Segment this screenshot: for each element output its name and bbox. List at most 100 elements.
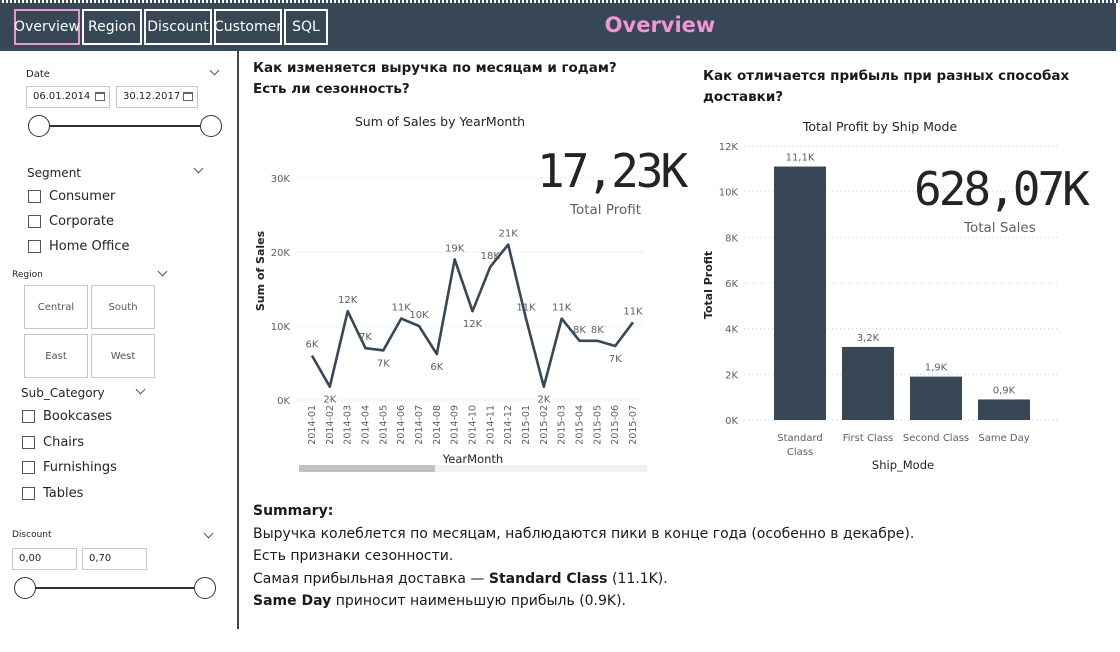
tab-discount[interactable]: Discount	[144, 9, 212, 45]
discount-chevron-down-icon[interactable]	[203, 528, 214, 539]
checkbox[interactable]	[28, 215, 41, 228]
discount-min-input[interactable]: 0,00	[12, 548, 77, 570]
line-chart-data-label: 12K	[463, 319, 483, 330]
line-chart-scrollbar-thumb[interactable]	[299, 465, 435, 472]
segment-option-home-office[interactable]: Home Office	[28, 239, 129, 254]
line-chart-x-tick: 2014-11	[485, 405, 496, 445]
option-label: Tables	[43, 486, 84, 501]
option-label: Corporate	[49, 214, 114, 229]
date-slider-track[interactable]	[38, 125, 212, 127]
date-end-value: 30.12.2017	[123, 91, 181, 102]
segment-option-consumer[interactable]: Consumer	[28, 189, 115, 204]
bar-chart-title: Total Profit by Ship Mode	[802, 119, 958, 134]
line-chart-data-label: 19K	[445, 243, 465, 254]
line-chart-x-tick: 2014-02	[325, 405, 336, 445]
line-chart-data-label: 7K	[377, 358, 390, 369]
region-tile-central[interactable]: Central	[24, 285, 88, 329]
checkbox[interactable]	[28, 190, 41, 203]
calendar-icon[interactable]	[183, 92, 193, 101]
bar-chart-x-tick: First Class	[843, 433, 894, 444]
line-chart-data-label: 12K	[338, 295, 358, 306]
tab-overview[interactable]: Overview	[14, 9, 80, 45]
profit-card-value: 17,23K	[537, 144, 688, 198]
bar[interactable]	[910, 376, 962, 420]
discount-slider-min-handle[interactable]	[14, 577, 36, 599]
line-chart-x-tick: 2015-04	[575, 405, 586, 445]
segment-filter-label: Segment	[27, 166, 81, 180]
line-chart-y-tick: 30K	[271, 174, 291, 185]
bar-chart-x-tick: Same Day	[978, 433, 1029, 444]
region-tile-east[interactable]: East	[24, 334, 88, 378]
checkbox[interactable]	[22, 461, 35, 474]
bar-chart-data-label: 1,9K	[925, 363, 948, 374]
checkbox[interactable]	[22, 436, 35, 449]
summary-line-1: Выручка колеблется по месяцам, наблюдают…	[253, 525, 915, 542]
date-start-input[interactable]: 06.01.2014	[26, 86, 110, 108]
line-chart-data-label: 2K	[323, 395, 336, 406]
summary-line-3-pre: Самая прибыльная доставка —	[253, 570, 489, 587]
summary-line-4: Same Day приносит наименьшую прибыль (0.…	[253, 590, 1053, 613]
line-chart-x-tick: 2014-12	[503, 405, 514, 445]
date-chevron-down-icon[interactable]	[209, 65, 220, 76]
bar-chart-data-label: 3,2K	[857, 333, 880, 344]
bar[interactable]	[774, 166, 826, 420]
line-chart-y-tick: 0K	[277, 396, 290, 407]
option-label: Bookcases	[43, 409, 113, 424]
region-tile-south[interactable]: South	[91, 285, 155, 329]
line-chart[interactable]: 0K 10K 20K 30K 2014-01 2014-02 2014-03 2014-04…	[245, 110, 665, 480]
summary-line-4-bold: Same Day	[253, 593, 332, 609]
line-chart-x-tick: 2014-03	[343, 405, 354, 445]
bar-chart-x-axis-label: Ship_Mode	[872, 458, 934, 472]
question-right-line1: Как отличается прибыль при разных способ…	[703, 68, 1070, 84]
bar-chart[interactable]: 0K 2K 4K 6K 8K 10K 12K 11,1K 3,2K 1,9K 0,9K Stand…	[700, 130, 1100, 480]
subcategory-option-tables[interactable]: Tables	[22, 486, 83, 501]
subcategory-option-furnishings[interactable]: Furnishings	[22, 460, 117, 475]
date-start-value: 06.01.2014	[33, 91, 91, 102]
line-chart-x-tick: 2015-02	[539, 405, 550, 445]
line-chart-x-tick: 2014-08	[432, 405, 443, 445]
line-chart-scrollbar-track[interactable]	[299, 465, 647, 472]
line-chart-data-label: 11K	[392, 303, 412, 314]
sales-card-value: 628,07K	[914, 162, 1090, 216]
line-chart-x-tick: 2014-06	[396, 405, 407, 445]
subcategory-option-chairs[interactable]: Chairs	[22, 435, 84, 450]
discount-filter-label: Discount	[12, 530, 52, 540]
tab-sql[interactable]: SQL	[284, 9, 328, 45]
bar-chart-y-tick: 4K	[725, 325, 738, 336]
question-right: Как отличается прибыль при разных способ…	[703, 66, 1069, 108]
checkbox[interactable]	[28, 240, 41, 253]
region-chevron-down-icon[interactable]	[157, 266, 168, 277]
sales-card-label: Total Sales	[964, 220, 1036, 236]
checkbox[interactable]	[22, 487, 35, 500]
question-left-line2: Есть ли сезонность?	[253, 81, 410, 97]
checkbox[interactable]	[22, 410, 35, 423]
bar[interactable]	[842, 346, 894, 420]
segment-option-corporate[interactable]: Corporate	[28, 214, 114, 229]
subcategory-filter-label: Sub_Category	[21, 386, 105, 400]
line-series-sales[interactable]	[310, 243, 635, 388]
bar-chart-y-tick: 8K	[725, 233, 738, 244]
segment-chevron-down-icon[interactable]	[193, 163, 204, 174]
bar[interactable]	[978, 399, 1030, 420]
summary-line-3: Самая прибыльная доставка — Standard Cla…	[253, 568, 1053, 591]
discount-max-input[interactable]: 0,70	[82, 548, 147, 570]
bar-chart-y-tick: 10K	[719, 188, 739, 199]
region-tile-west[interactable]: West	[91, 334, 155, 378]
subcategory-option-bookcases[interactable]: Bookcases	[22, 409, 112, 424]
line-chart-x-tick: 2014-05	[378, 405, 389, 445]
calendar-icon[interactable]	[95, 92, 105, 101]
date-end-input[interactable]: 30.12.2017	[116, 86, 198, 108]
discount-slider-track[interactable]	[24, 587, 208, 589]
line-chart-data-label: 8K	[591, 325, 604, 336]
line-chart-y-axis-label: Sum of Sales	[254, 230, 267, 311]
subcategory-chevron-down-icon[interactable]	[135, 384, 146, 395]
date-slider-start-handle[interactable]	[28, 115, 50, 137]
date-slider-end-handle[interactable]	[200, 115, 222, 137]
line-chart-data-label: 11K	[516, 303, 536, 314]
bar-chart-x-tick: Second Class	[903, 433, 969, 444]
line-chart-x-tick: 2015-07	[628, 405, 639, 445]
line-chart-data-label: 10K	[409, 310, 429, 321]
discount-slider-max-handle[interactable]	[194, 577, 216, 599]
tab-region[interactable]: Region	[82, 9, 142, 45]
tab-customer[interactable]: Customer	[214, 9, 282, 45]
